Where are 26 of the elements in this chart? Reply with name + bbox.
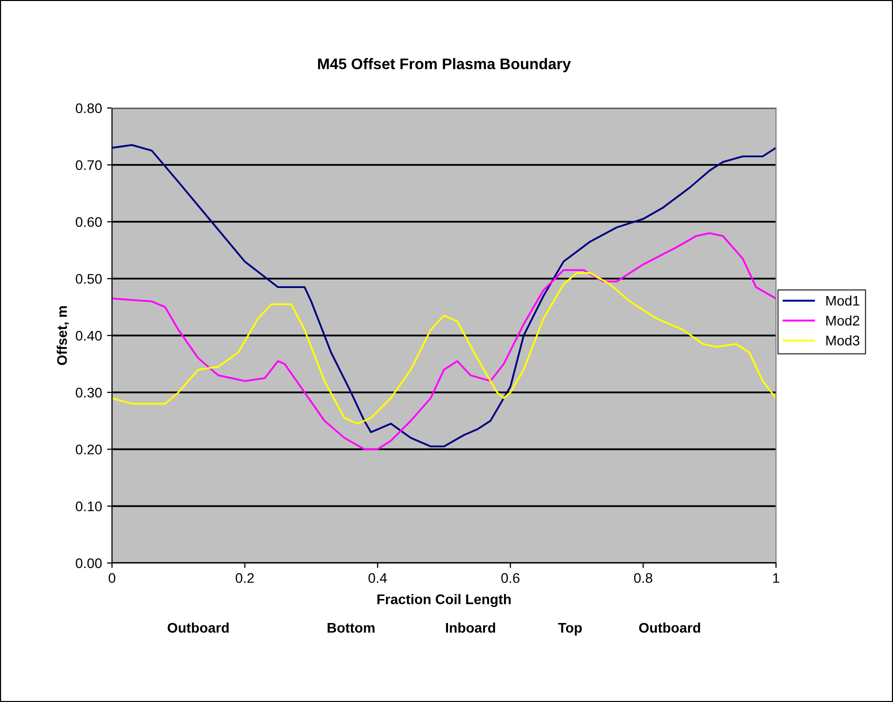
legend-label: Mod1 — [826, 295, 860, 306]
y-tick-label: 0.50 — [76, 274, 102, 284]
x-tick-label: 0.4 — [368, 573, 387, 583]
legend-label: Mod3 — [826, 335, 860, 346]
text: Outboard — [168, 622, 229, 633]
x-tick-label: 0.2 — [236, 573, 254, 583]
y-tick-label: 0.10 — [76, 501, 102, 512]
x-tick-label: 1 — [773, 573, 780, 583]
x-tick-label: 0.8 — [634, 573, 652, 583]
x-tick-label: 0.6 — [501, 573, 520, 583]
y-tick-label: 0.30 — [76, 388, 102, 398]
y-tick-label: 0.60 — [76, 217, 102, 227]
y-tick-label: 0.20 — [76, 444, 102, 454]
x-tick-label: 0 — [108, 573, 116, 583]
text: Outboard — [639, 622, 700, 633]
x-axis-title: Fraction Coil Length — [377, 594, 511, 608]
text: Top — [558, 623, 582, 636]
legend-label: Mod2 — [826, 315, 860, 326]
y-tick-label: 0.70 — [76, 160, 102, 170]
text: Bottom — [328, 623, 374, 633]
text: Inboard — [446, 622, 496, 633]
y-tick-label: 0.80 — [76, 103, 102, 114]
y-axis-title: Offset, m — [56, 306, 69, 366]
y-tick-label: 0.40 — [76, 330, 102, 341]
chart-title: M45 Offset From Plasma Boundary — [318, 58, 571, 72]
y-tick-label: 0.00 — [76, 558, 102, 568]
